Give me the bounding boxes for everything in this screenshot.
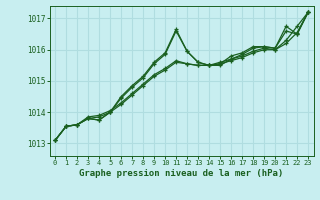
X-axis label: Graphe pression niveau de la mer (hPa): Graphe pression niveau de la mer (hPa) bbox=[79, 169, 284, 178]
